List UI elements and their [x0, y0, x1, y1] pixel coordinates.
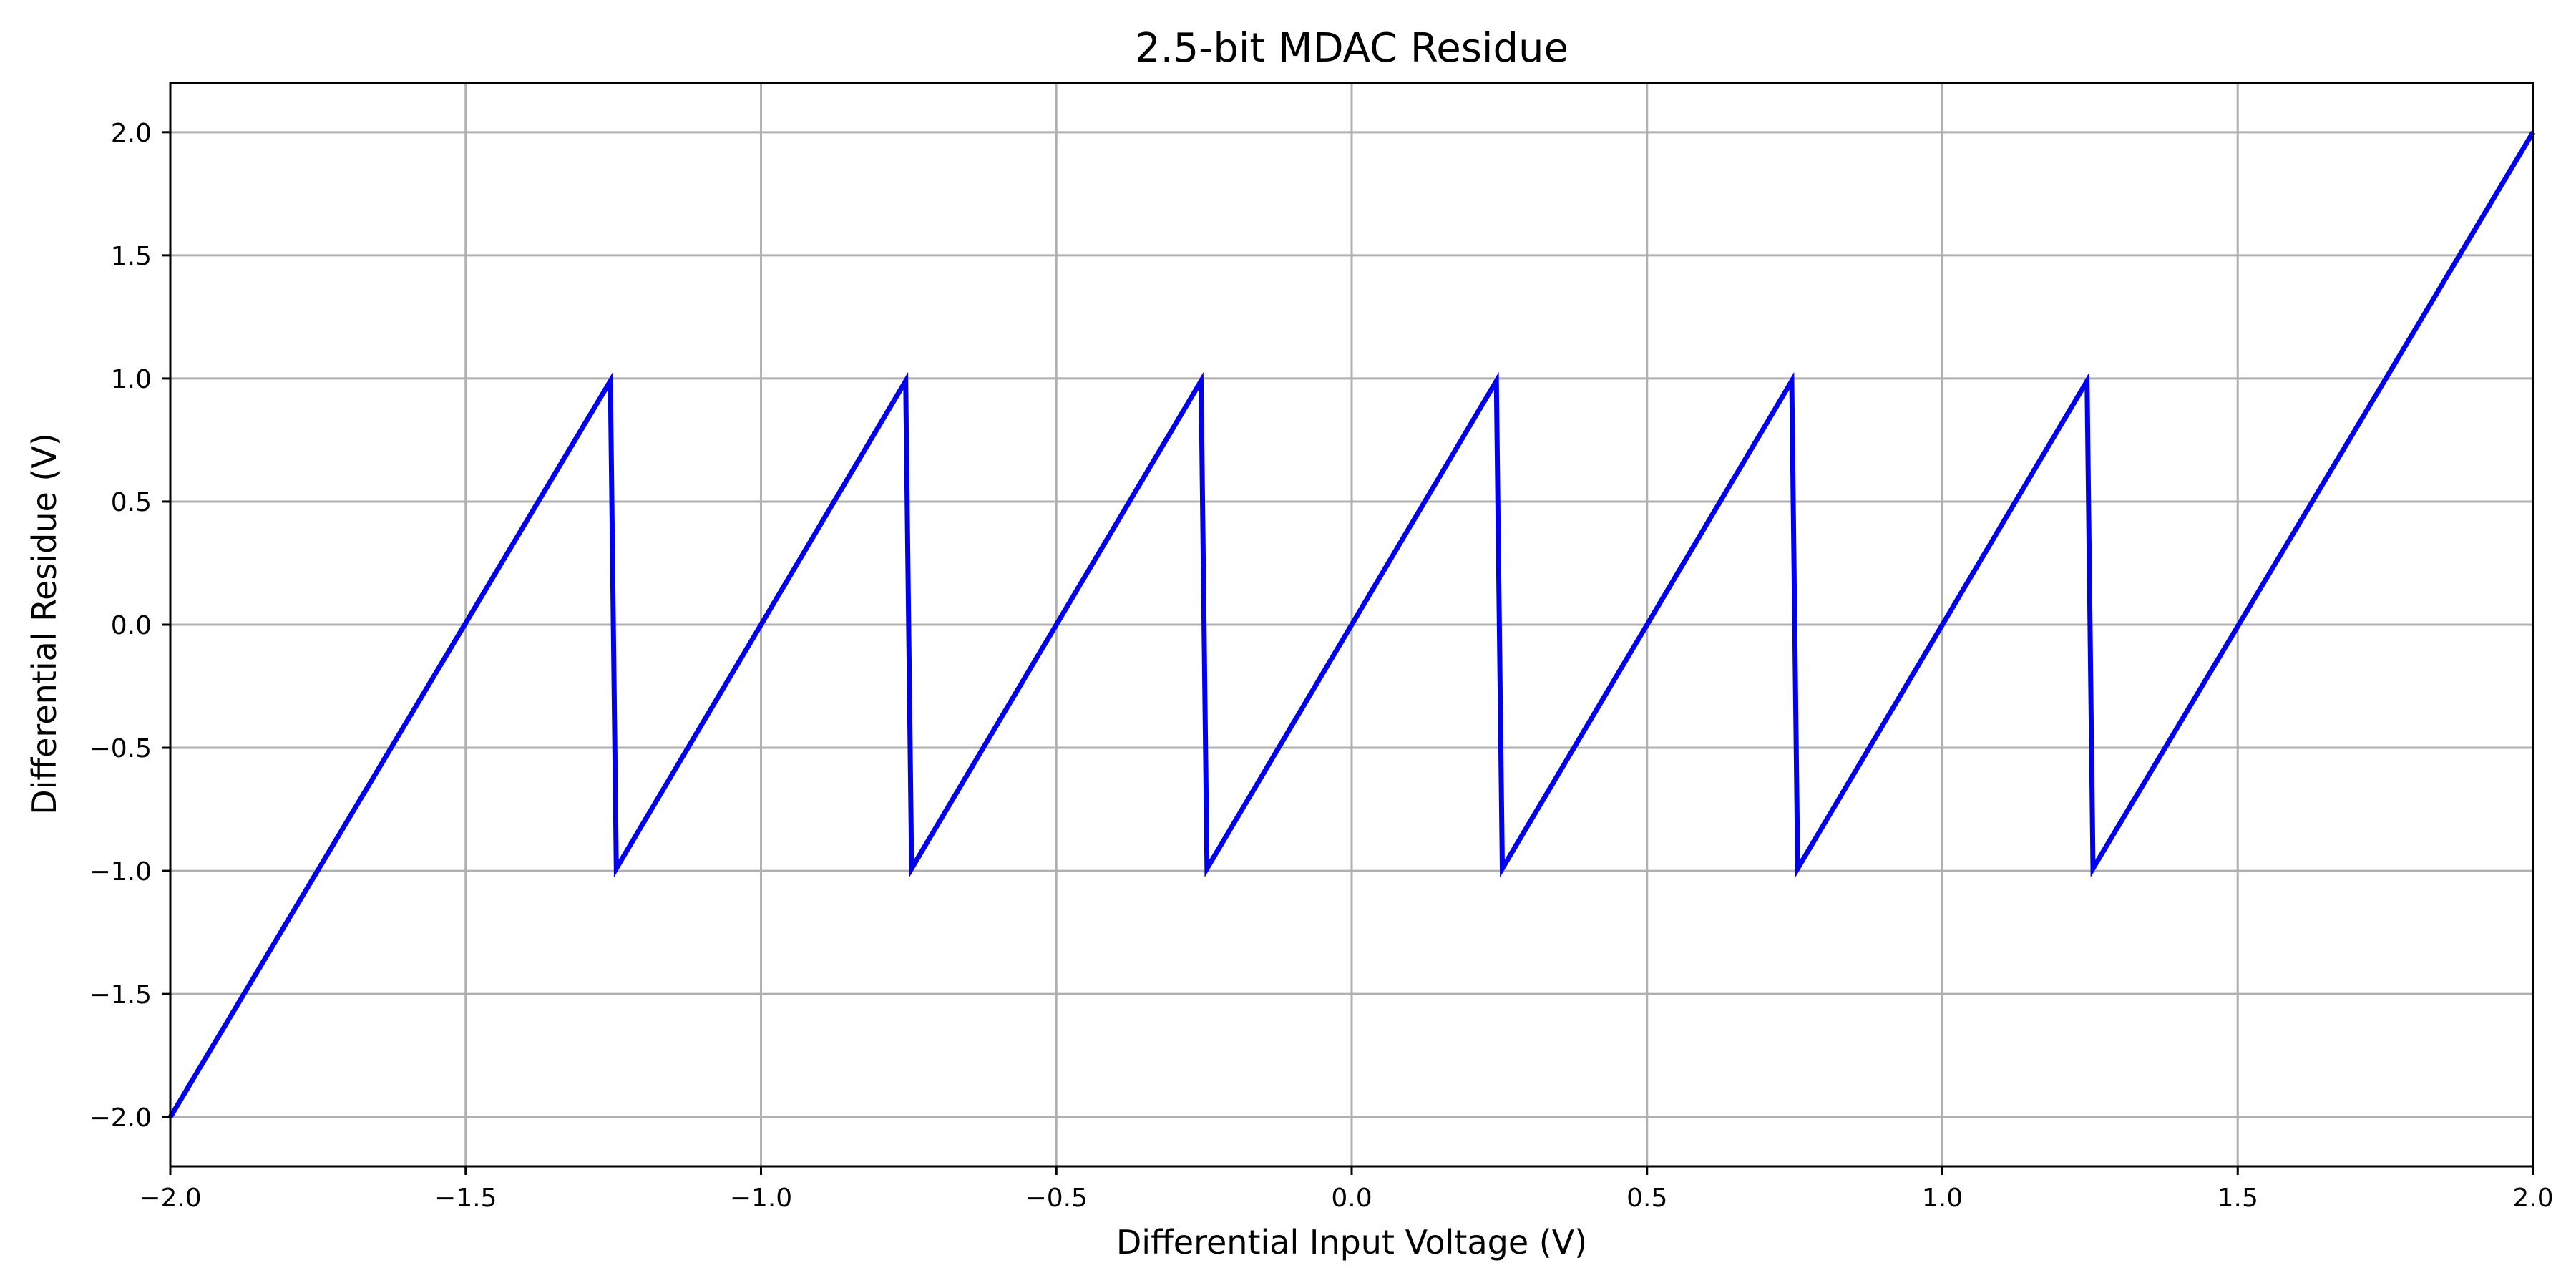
y-tick-label: 1.0: [111, 365, 152, 394]
y-tick-label: −2.0: [89, 1103, 152, 1133]
chart-title: 2.5-bit MDAC Residue: [1135, 25, 1568, 72]
x-tick-label: 2.0: [2512, 1184, 2553, 1213]
x-tick-label: 0.5: [1626, 1184, 1667, 1213]
y-tick-label: 0.0: [111, 611, 152, 640]
y-tick-label: −1.0: [89, 857, 152, 887]
y-tick-label: 2.0: [111, 119, 152, 148]
y-tick-label: 0.5: [111, 488, 152, 517]
y-tick-label: 1.5: [111, 242, 152, 271]
x-tick-label: −0.5: [1025, 1184, 1088, 1213]
x-tick-label: 1.0: [1922, 1184, 1963, 1213]
residue-series-line: [167, 131, 2536, 1118]
x-tick-label: 0.0: [1331, 1184, 1372, 1213]
ticks: −2.0 −1.5 −1.0 −0.5 0.0 0.5 1.0 1.5 2.0 −2.0 −1.5 −…: [89, 119, 2554, 1213]
x-tick-label: 1.5: [2218, 1184, 2258, 1213]
x-tick-label: −2.0: [139, 1184, 201, 1213]
y-axis-label: Differential Residue (V): [25, 433, 64, 815]
y-tick-label: −0.5: [89, 734, 152, 763]
x-tick-label: −1.5: [434, 1184, 497, 1213]
y-tick-label: −1.5: [89, 980, 152, 1010]
series-layer: [167, 131, 2536, 1118]
x-axis-label: Differential Input Voltage (V): [1116, 1223, 1587, 1262]
x-tick-label: −1.0: [730, 1184, 792, 1213]
